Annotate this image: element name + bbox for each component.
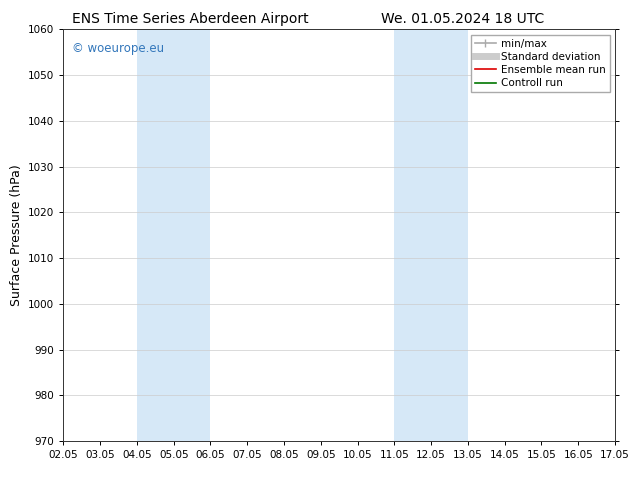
Text: © woeurope.eu: © woeurope.eu [72, 42, 164, 55]
Bar [394, 29, 468, 441]
Legend: min/max, Standard deviation, Ensemble mean run, Controll run: min/max, Standard deviation, Ensemble me… [470, 35, 610, 92]
Text: We. 01.05.2024 18 UTC: We. 01.05.2024 18 UTC [381, 12, 545, 26]
Bar [137, 29, 210, 441]
Text: ENS Time Series Aberdeen Airport: ENS Time Series Aberdeen Airport [72, 12, 309, 26]
Y-axis label: Surface Pressure (hPa): Surface Pressure (hPa) [10, 164, 23, 306]
